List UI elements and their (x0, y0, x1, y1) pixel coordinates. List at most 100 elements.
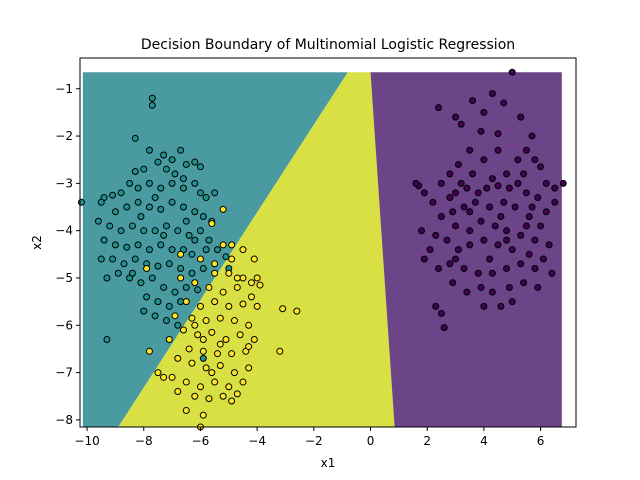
data-point (216, 340, 224, 348)
data-point (233, 390, 241, 398)
data-point (157, 184, 165, 192)
data-point (446, 194, 454, 202)
data-point (474, 269, 482, 277)
data-point (211, 260, 219, 268)
data-point (117, 189, 125, 197)
data-point (177, 298, 185, 306)
data-point (545, 241, 553, 249)
data-point (199, 354, 207, 362)
data-point (426, 246, 434, 254)
data-point (140, 307, 148, 315)
data-point (205, 395, 213, 403)
data-point (517, 113, 525, 121)
data-point (216, 362, 224, 369)
data-point (230, 317, 238, 325)
data-point (437, 179, 445, 187)
data-point (488, 288, 496, 296)
data-point (452, 189, 460, 197)
data-point (219, 205, 227, 213)
data-point (469, 170, 477, 178)
data-point (160, 151, 168, 159)
data-point (420, 255, 428, 263)
data-point (517, 231, 525, 239)
data-point (480, 156, 488, 164)
data-point (109, 191, 117, 199)
data-point (179, 326, 187, 334)
data-point (188, 359, 196, 367)
data-point (520, 279, 528, 287)
data-point (128, 269, 136, 277)
data-point (239, 300, 247, 308)
data-point (551, 184, 559, 192)
data-point (276, 347, 284, 355)
x-tick-label: −6 (192, 434, 210, 448)
data-point (228, 397, 236, 405)
data-point (449, 208, 457, 216)
data-point (477, 127, 485, 135)
data-point (162, 222, 170, 230)
data-point (182, 217, 190, 225)
y-axis: −1 −2 −3 −4 −5 −6 −7 −8 (55, 82, 80, 427)
data-point (522, 146, 530, 154)
data-point (179, 203, 187, 211)
y-tick-label: −6 (55, 318, 73, 332)
data-point (514, 156, 522, 164)
x-tick-label: 2 (423, 434, 431, 448)
data-point (525, 250, 533, 258)
y-tick-label: −4 (55, 224, 73, 238)
data-point (103, 335, 111, 343)
data-point (143, 265, 151, 273)
data-point (211, 269, 219, 277)
data-point (154, 369, 162, 377)
data-point (437, 309, 445, 317)
data-point (245, 364, 253, 372)
data-point (185, 231, 193, 239)
data-point (205, 236, 213, 244)
data-point (525, 212, 533, 220)
data-point (449, 279, 457, 287)
data-point (452, 113, 460, 121)
data-point (199, 411, 207, 419)
data-point (440, 324, 448, 332)
data-point (494, 146, 502, 154)
data-point (480, 236, 488, 244)
data-point (219, 241, 227, 249)
data-point (477, 217, 485, 225)
data-point (213, 350, 221, 358)
data-point (537, 222, 545, 230)
data-point (531, 156, 539, 164)
data-point (171, 312, 179, 320)
data-point (160, 283, 168, 291)
data-point (168, 373, 176, 381)
data-point (174, 354, 182, 362)
data-point (505, 283, 513, 291)
data-point (165, 302, 173, 310)
data-point (483, 184, 491, 192)
y-tick-label: −2 (55, 129, 73, 143)
data-point (216, 314, 224, 322)
data-point (168, 198, 176, 206)
data-point (466, 241, 474, 249)
data-point (202, 317, 210, 325)
data-point (117, 227, 125, 235)
data-point (466, 208, 474, 216)
plot-area (77, 68, 567, 431)
data-point (151, 227, 159, 235)
data-point (196, 383, 204, 391)
data-point (148, 94, 156, 102)
y-tick-label: −5 (55, 271, 73, 285)
data-point (548, 269, 556, 277)
data-point (123, 243, 131, 251)
data-point (233, 283, 241, 291)
data-point (531, 236, 539, 244)
x-tick-label: −10 (74, 434, 99, 448)
data-point (182, 298, 190, 306)
data-point (500, 198, 508, 206)
data-point (488, 269, 496, 277)
data-point (103, 274, 111, 282)
data-point (219, 288, 227, 296)
data-point (412, 179, 420, 187)
data-point (174, 227, 182, 235)
data-point (126, 179, 134, 187)
data-point (469, 97, 477, 105)
